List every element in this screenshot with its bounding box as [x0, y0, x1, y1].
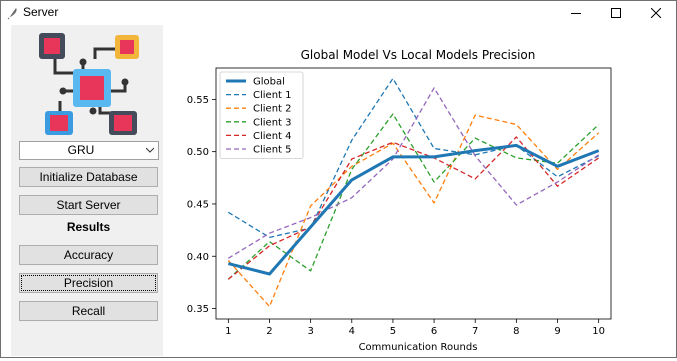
legend-label: Global	[253, 77, 285, 88]
legend-label: Client 5	[253, 145, 292, 156]
sidebar: GRU Initialize Database Start Server Res…	[11, 25, 163, 356]
start-server-button[interactable]: Start Server	[19, 195, 158, 215]
x-tick-label: 9	[554, 326, 560, 337]
accuracy-button[interactable]: Accuracy	[19, 245, 158, 265]
initialize-database-button[interactable]: Initialize Database	[19, 167, 158, 187]
series-line-client-3	[227, 113, 600, 280]
y-tick-label: 0.50	[187, 147, 209, 158]
results-label: Results	[66, 220, 111, 234]
series-line-client-4	[227, 136, 600, 280]
network-logo-icon	[39, 33, 139, 135]
y-tick-label: 0.40	[187, 252, 209, 263]
chevron-down-icon	[146, 147, 154, 153]
x-tick-label: 7	[472, 326, 478, 337]
y-tick-label: 0.55	[187, 95, 209, 106]
maximize-icon	[611, 8, 621, 18]
minimize-icon	[571, 13, 581, 14]
model-select-value: GRU	[67, 143, 95, 157]
x-tick-label: 1	[225, 326, 231, 337]
legend-label: Client 4	[253, 131, 292, 142]
recall-button[interactable]: Recall	[19, 301, 158, 321]
x-tick-label: 10	[592, 326, 605, 337]
legend-label: Client 3	[253, 117, 292, 128]
legend-box	[219, 71, 304, 159]
model-select[interactable]: GRU	[19, 141, 159, 160]
x-tick-label: 5	[390, 326, 396, 337]
legend-label: Client 1	[253, 90, 292, 101]
minimize-button[interactable]	[556, 1, 596, 25]
feather-icon	[6, 5, 20, 20]
y-tick-label: 0.45	[187, 199, 209, 210]
x-tick-label: 8	[513, 326, 519, 337]
x-tick-label: 3	[307, 326, 313, 337]
series-line-global	[227, 143, 600, 276]
precision-chart: Global Model Vs Local Models Precision C…	[187, 48, 612, 353]
window-title: Server	[23, 5, 59, 19]
series-line-client-5	[227, 87, 600, 259]
x-tick-label: 2	[266, 326, 272, 337]
close-icon	[651, 8, 661, 18]
x-axis-label: Communication Rounds	[359, 342, 478, 353]
y-tick-label: 0.35	[187, 304, 209, 315]
maximize-button[interactable]	[596, 1, 636, 25]
x-tick-label: 6	[431, 326, 437, 337]
title-bar: Server	[1, 1, 676, 25]
legend-label: Client 2	[253, 104, 292, 115]
precision-button[interactable]: Precision	[19, 273, 158, 293]
close-button[interactable]	[636, 1, 676, 25]
chart-title: Global Model Vs Local Models Precision	[301, 48, 536, 62]
precision-chart-area: Global Model Vs Local Models Precision C…	[164, 25, 676, 357]
x-tick-label: 4	[349, 326, 355, 337]
